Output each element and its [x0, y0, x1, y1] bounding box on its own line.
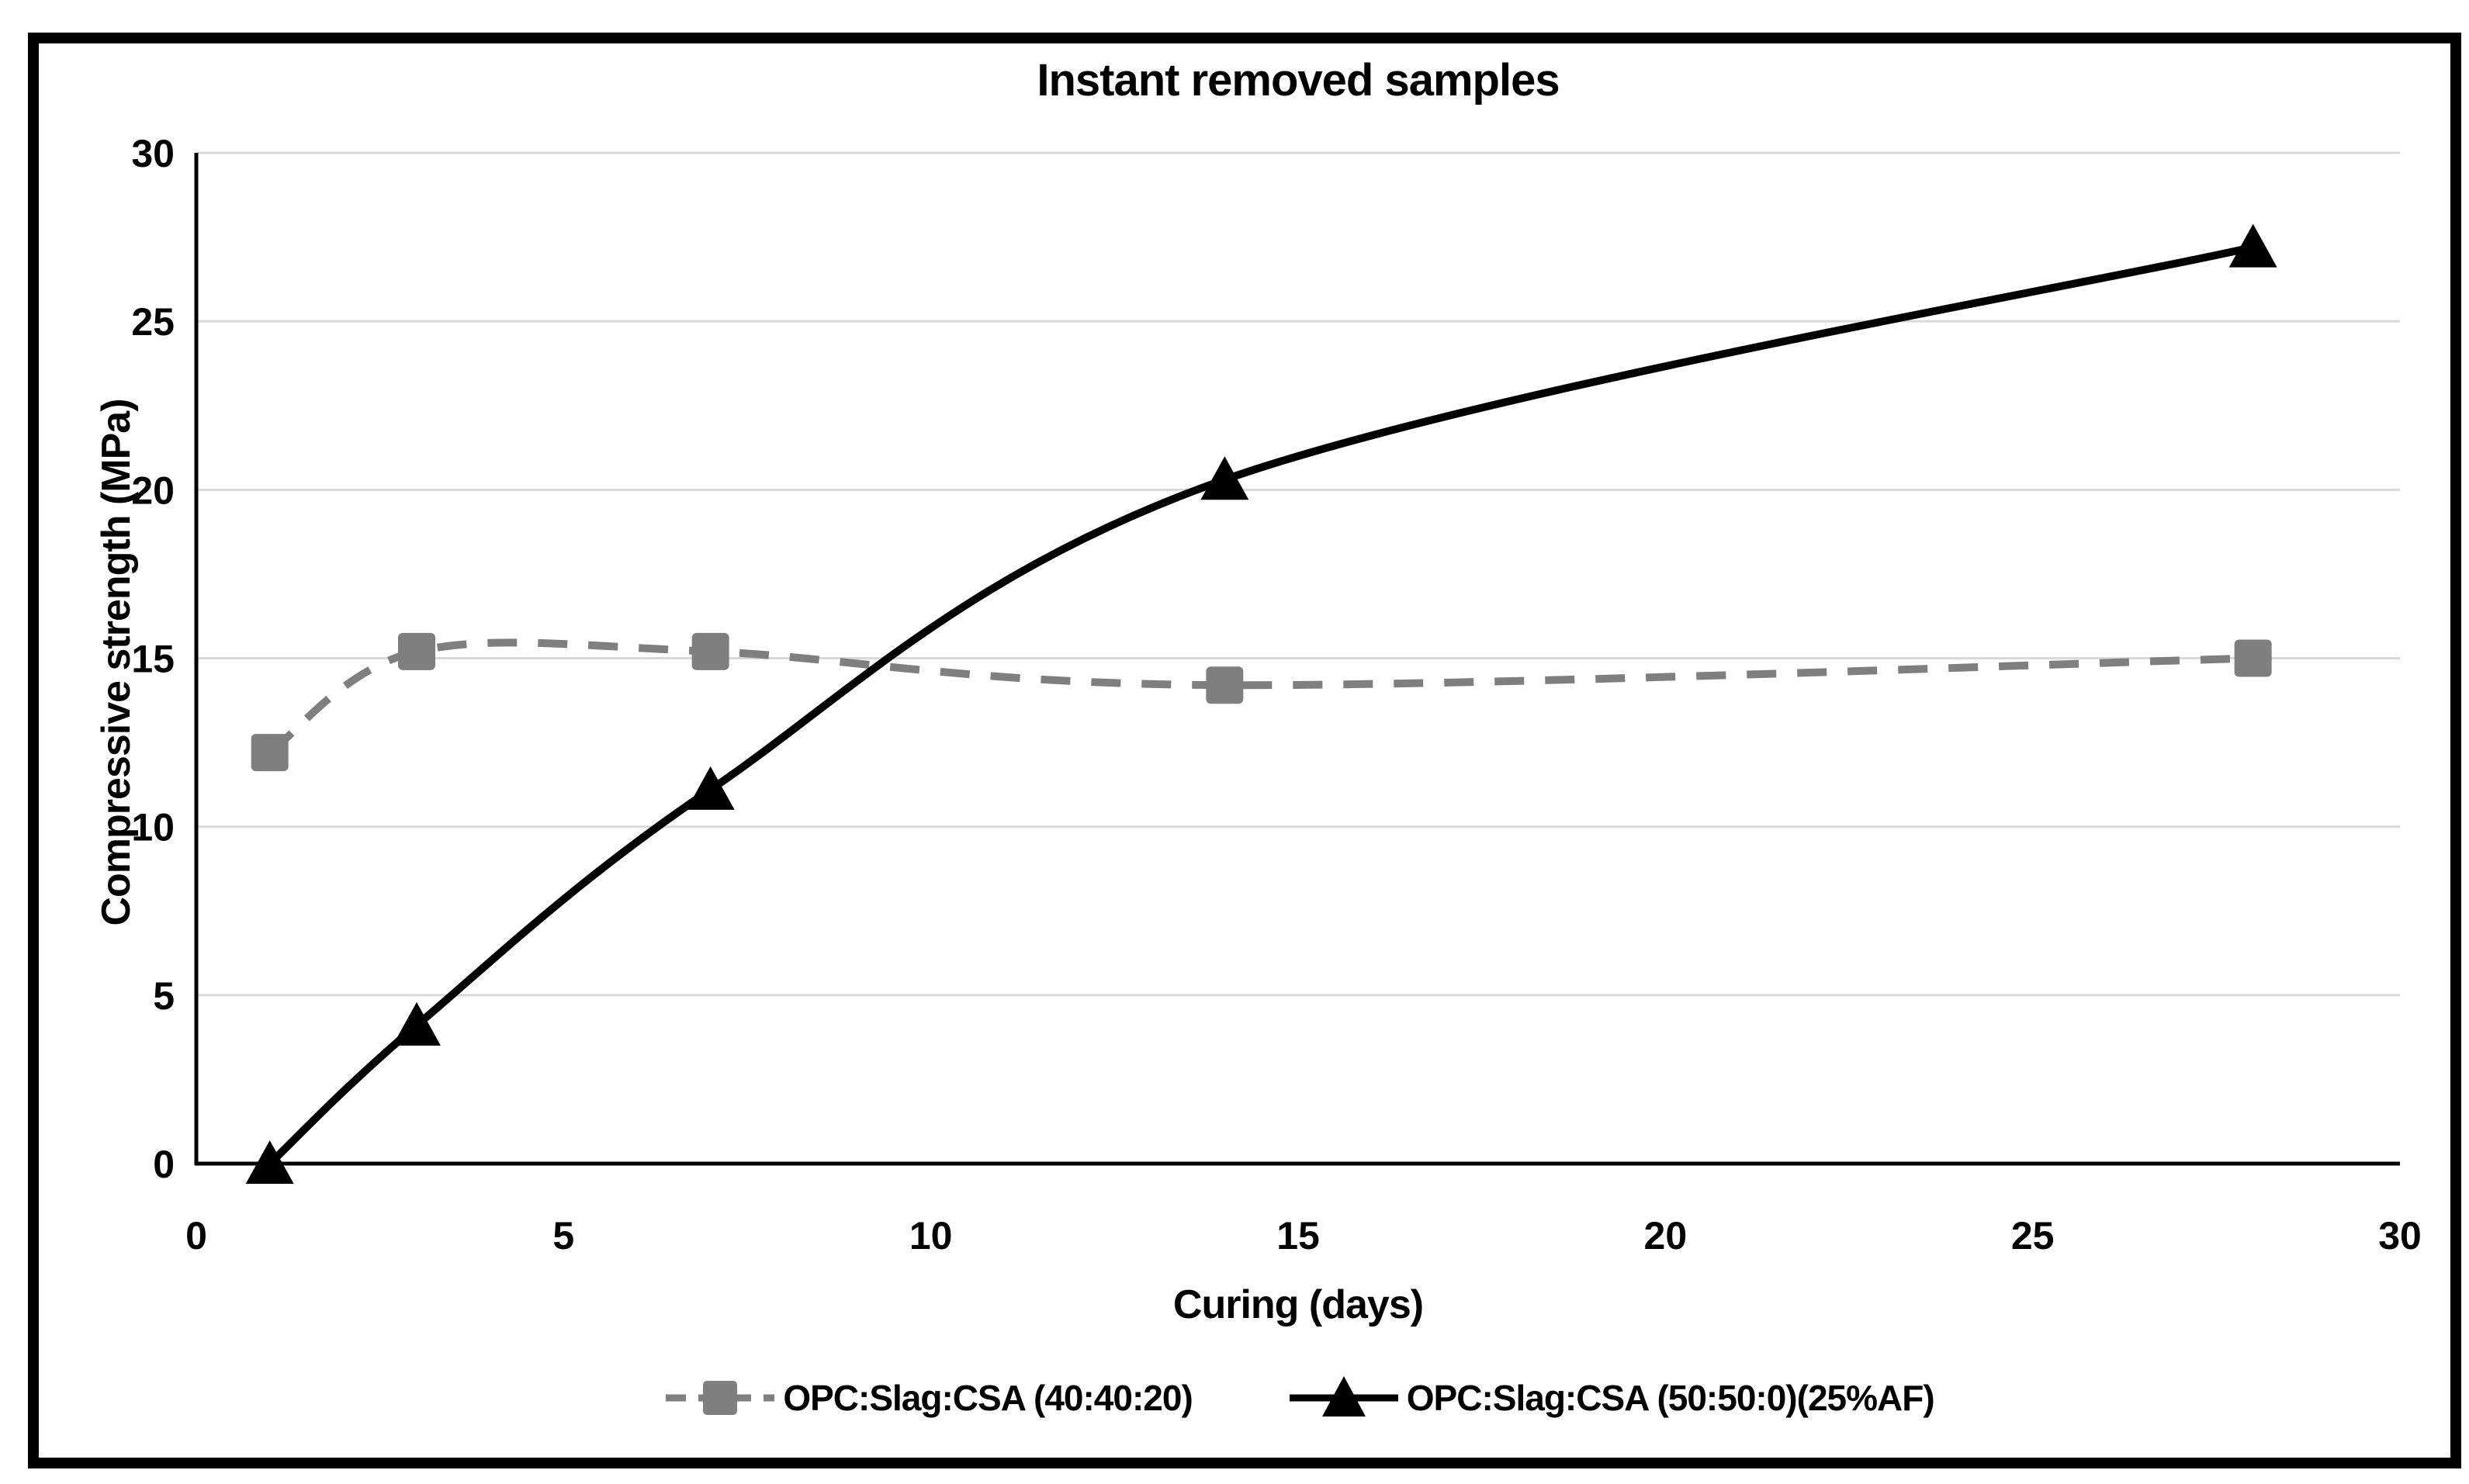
x-tick-label: 5	[552, 1214, 574, 1257]
legend-marker-triangle	[1321, 1376, 1366, 1417]
data-marker-square	[1206, 666, 1244, 704]
chart-title: Instant removed samples	[1037, 55, 1560, 106]
figure-border	[28, 33, 2461, 1468]
y-tick-label: 20	[131, 469, 175, 512]
square-legend-marker-icon	[666, 1381, 775, 1415]
y-tick-label: 25	[131, 300, 175, 344]
legend-label: OPC:Slag:CSA (50:50:0)(25%AF)	[1406, 1378, 1935, 1418]
legend: OPC:Slag:CSA (40:40:20) OPC:Slag:CSA (50:…	[196, 1367, 2400, 1429]
x-tick-label: 0	[185, 1214, 207, 1257]
data-marker-triangle	[686, 766, 735, 810]
legend-marker-square	[703, 1381, 738, 1415]
series-markers-0	[251, 632, 2272, 772]
data-marker-square	[2234, 639, 2272, 677]
series-line-1	[267, 243, 2254, 1167]
y-tick-label: 5	[153, 974, 175, 1018]
x-tick-label: 10	[909, 1214, 953, 1257]
y-tick-label: 10	[131, 806, 175, 849]
data-marker-triangle	[2228, 223, 2277, 268]
legend-label: OPC:Slag:CSA (40:40:20)	[783, 1378, 1193, 1418]
x-tick-label: 20	[1644, 1214, 1688, 1257]
x-axis-title: Curing (days)	[1172, 1282, 1424, 1327]
data-marker-triangle	[1200, 456, 1249, 500]
gridlines	[196, 151, 2400, 997]
tick-labels: 0 5 10 15 20 25 30 0 5 10 15 20 25 30	[131, 132, 2421, 1257]
x-tick-label: 30	[2378, 1214, 2422, 1257]
x-tick-label: 25	[2011, 1214, 2055, 1257]
triangle-legend-marker-icon	[1289, 1376, 1398, 1417]
data-marker-square	[398, 632, 435, 670]
x-tick-label: 15	[1276, 1214, 1320, 1257]
data-marker-triangle	[245, 1140, 294, 1184]
y-tick-label: 30	[131, 132, 175, 175]
data-marker-square	[691, 632, 729, 670]
y-tick-label: 15	[131, 638, 175, 681]
data-marker-triangle	[393, 1001, 441, 1046]
legend-item-1: OPC:Slag:CSA (50:50:0)(25%AF)	[1286, 1367, 1935, 1429]
y-tick-label: 0	[153, 1143, 175, 1186]
legend-item-0: OPC:Slag:CSA (40:40:20)	[662, 1367, 1193, 1429]
data-marker-square	[251, 734, 289, 772]
series-markers-1	[245, 223, 2277, 1184]
